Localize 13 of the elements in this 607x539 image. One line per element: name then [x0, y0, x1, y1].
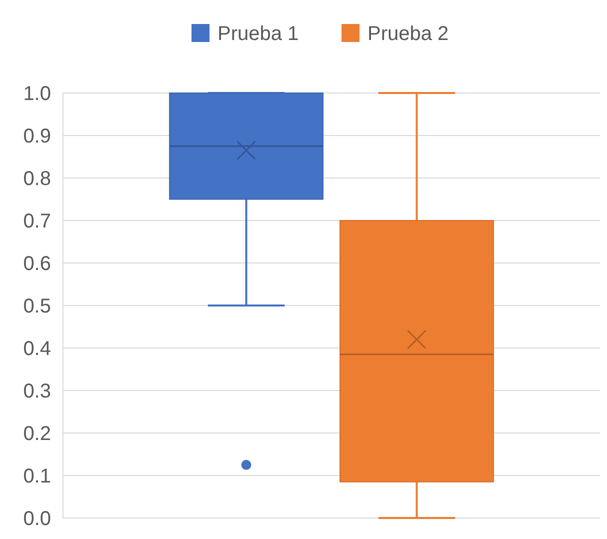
y-tick-label: 0.1 — [23, 466, 51, 488]
y-tick-label: 1.0 — [23, 83, 51, 105]
y-tick-label: 0.7 — [23, 210, 51, 232]
y-tick-label: 0.8 — [23, 168, 51, 190]
y-tick-label: 0.3 — [23, 380, 51, 402]
y-tick-label: 0.6 — [23, 253, 51, 275]
y-tick-label: 0.0 — [23, 508, 51, 530]
y-tick-label: 0.2 — [23, 423, 51, 445]
legend-label: Prueba 1 — [218, 23, 299, 45]
y-tick-label: 0.4 — [23, 338, 51, 360]
legend-label: Prueba 2 — [368, 23, 449, 45]
y-tick-label: 0.9 — [23, 126, 51, 148]
y-tick-label: 0.5 — [23, 296, 51, 318]
